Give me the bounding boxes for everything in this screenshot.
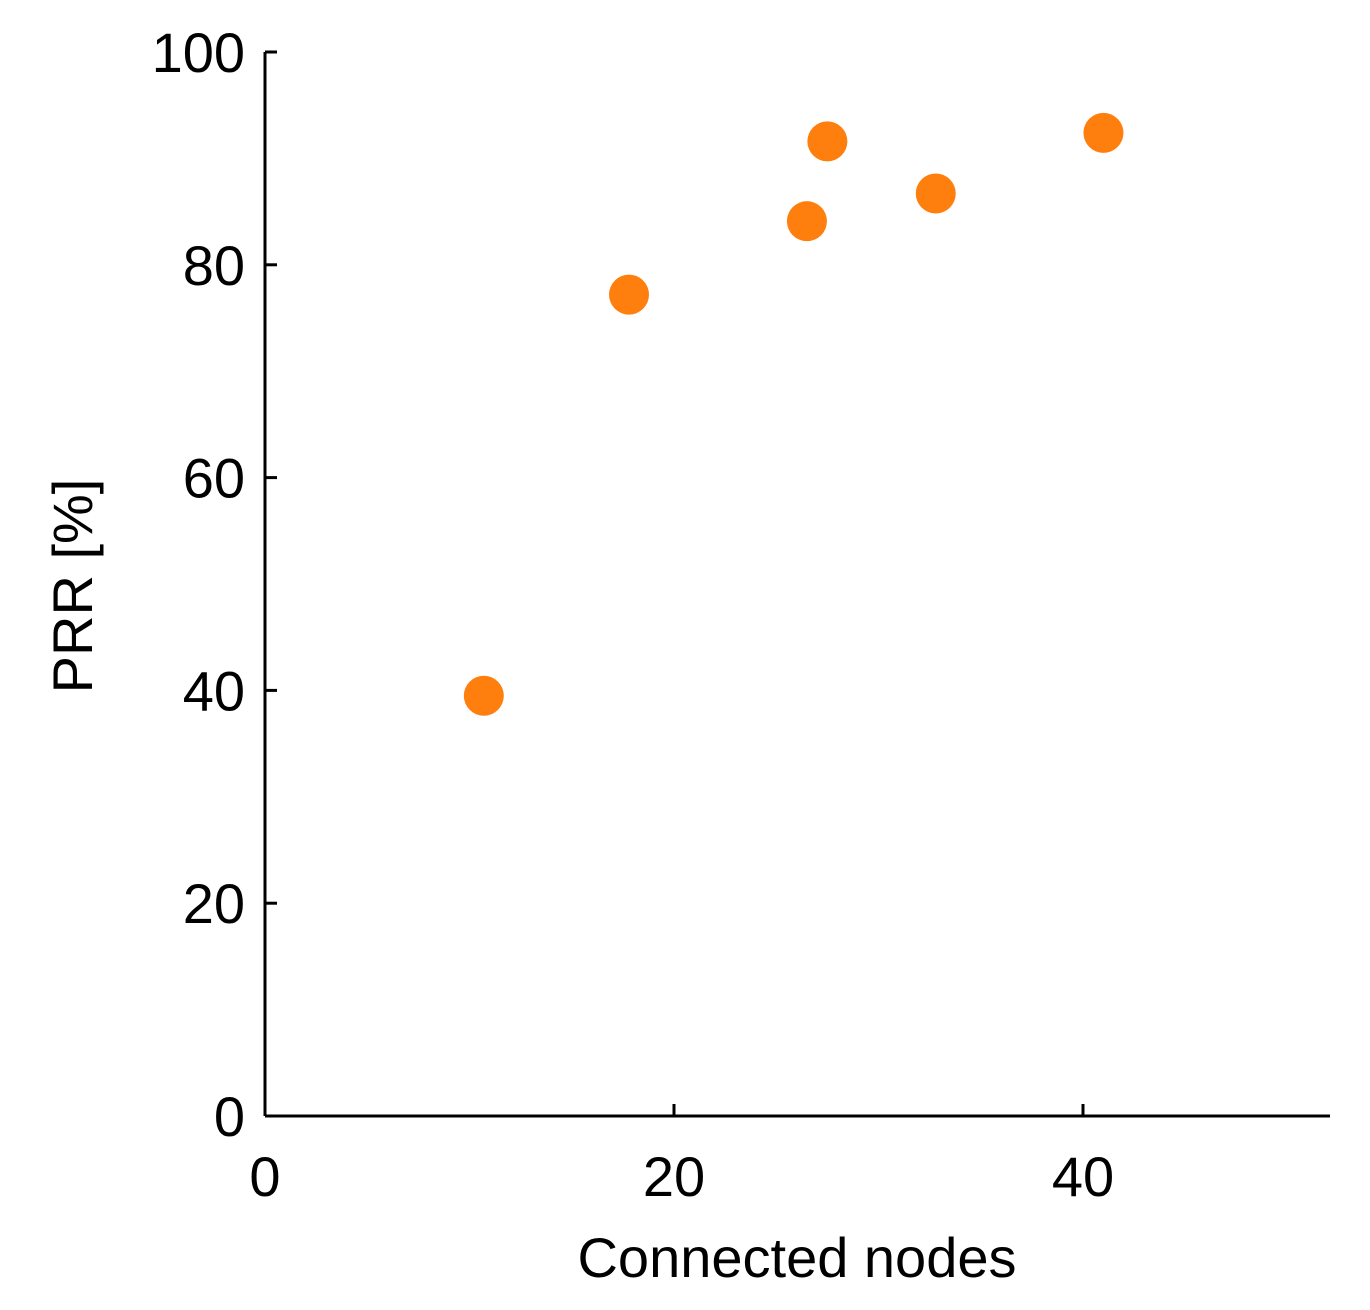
y-tick-label: 0 bbox=[214, 1085, 245, 1148]
x-tick-label: 40 bbox=[1052, 1145, 1114, 1208]
tick-labels: 0 20 40 60 80 100 0 20 40 bbox=[152, 21, 1115, 1208]
data-points bbox=[463, 112, 1124, 716]
data-point bbox=[609, 274, 650, 315]
y-tick-label: 80 bbox=[183, 234, 245, 297]
data-point bbox=[463, 675, 504, 716]
data-point bbox=[786, 201, 827, 242]
data-point bbox=[807, 121, 848, 162]
y-tick-label: 60 bbox=[183, 447, 245, 510]
x-tick-label: 0 bbox=[249, 1145, 280, 1208]
x-tick-label: 20 bbox=[643, 1145, 705, 1208]
y-axis-title: PRR [%] bbox=[41, 479, 104, 694]
x-axis-title: Connected nodes bbox=[577, 1226, 1016, 1289]
data-point bbox=[915, 173, 956, 214]
y-tick-label: 20 bbox=[183, 872, 245, 935]
y-tick-label: 40 bbox=[183, 659, 245, 722]
data-point bbox=[1083, 112, 1124, 153]
y-tick-label: 100 bbox=[152, 21, 245, 84]
tick-marks bbox=[265, 50, 1085, 1118]
